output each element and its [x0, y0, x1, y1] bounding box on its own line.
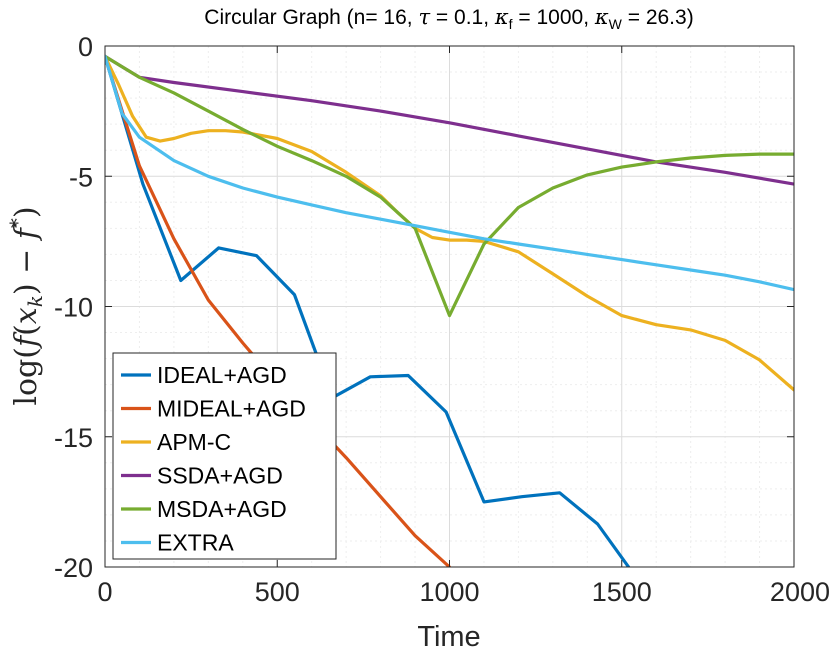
ylabel-log: log(: [9, 347, 44, 406]
title-kappa-w-subscript: W: [609, 16, 623, 32]
title-tau-value: = 0.1,: [430, 6, 495, 29]
ylabel-star-superscript: *: [5, 218, 29, 228]
x-tick-label: 2000: [770, 577, 830, 607]
legend-label-apm-c: APM-C: [157, 429, 231, 455]
title-kappa-w-symbol: κ: [594, 5, 609, 29]
x-tick-label: 1500: [592, 577, 652, 607]
y-tick-label: -15: [54, 423, 93, 453]
ylabel-open-paren: (: [9, 324, 44, 336]
series-group: [105, 54, 794, 567]
axis-ticks: [104, 45, 795, 568]
y-tick-label: -5: [69, 162, 93, 192]
title-kappa-w-value: = 26.3): [622, 6, 694, 29]
legend-label-msda-agd: MSDA+AGD: [157, 496, 287, 522]
x-axis-label: Time: [417, 621, 480, 652]
legend: IDEAL+AGD MIDEAL+AGD APM-C SSDA+AGD MSDA+AGD…: [112, 352, 337, 560]
title-kappa-f-subscript: f: [509, 16, 513, 32]
y-tick-labels: 0 -5 -10 -15 -20: [54, 32, 93, 583]
series-line-ssda-agd: [105, 54, 794, 186]
x-tick-label: 0: [97, 577, 112, 607]
legend-label-extra: EXTRA: [157, 530, 234, 556]
title-kappa-f-value: = 1000,: [513, 6, 595, 29]
title-kappa-f-symbol: κ: [494, 5, 509, 29]
legend-entries: IDEAL+AGD MIDEAL+AGD APM-C SSDA+AGD MSDA+AGD…: [121, 362, 306, 556]
y-axis-label: log(f(xk) − f*): [5, 206, 47, 405]
y-tick-label: 0: [78, 32, 93, 62]
y-tick-label: -20: [54, 553, 93, 583]
x-tick-label: 500: [255, 577, 300, 607]
legend-label-ssda-agd: SSDA+AGD: [157, 463, 283, 489]
series-line-msda-agd: [105, 54, 794, 318]
y-tick-label: -10: [54, 293, 93, 323]
x-tick-label: 1000: [419, 577, 479, 607]
legend-box: [112, 352, 337, 560]
series-line-ideal-agd: [105, 54, 631, 567]
ylabel-close-paren: ): [9, 206, 44, 218]
ylabel-minus: ) −: [9, 239, 44, 295]
x-tick-labels: 0 500 1000 1500 2000: [97, 577, 830, 607]
title-tau-symbol: τ: [418, 5, 430, 29]
title-prefix: Circular Graph (n= 16,: [204, 6, 418, 29]
legend-label-mideal-agd: MIDEAL+AGD: [157, 396, 306, 422]
chart-title: Circular Graph (n= 16, τ = 0.1, κf = 100…: [204, 5, 693, 32]
legend-label-ideal-agd: IDEAL+AGD: [157, 362, 287, 388]
series-line-extra: [105, 54, 794, 292]
ylabel-x: x: [9, 307, 44, 324]
ylabel-k-subscript: k: [23, 295, 47, 307]
